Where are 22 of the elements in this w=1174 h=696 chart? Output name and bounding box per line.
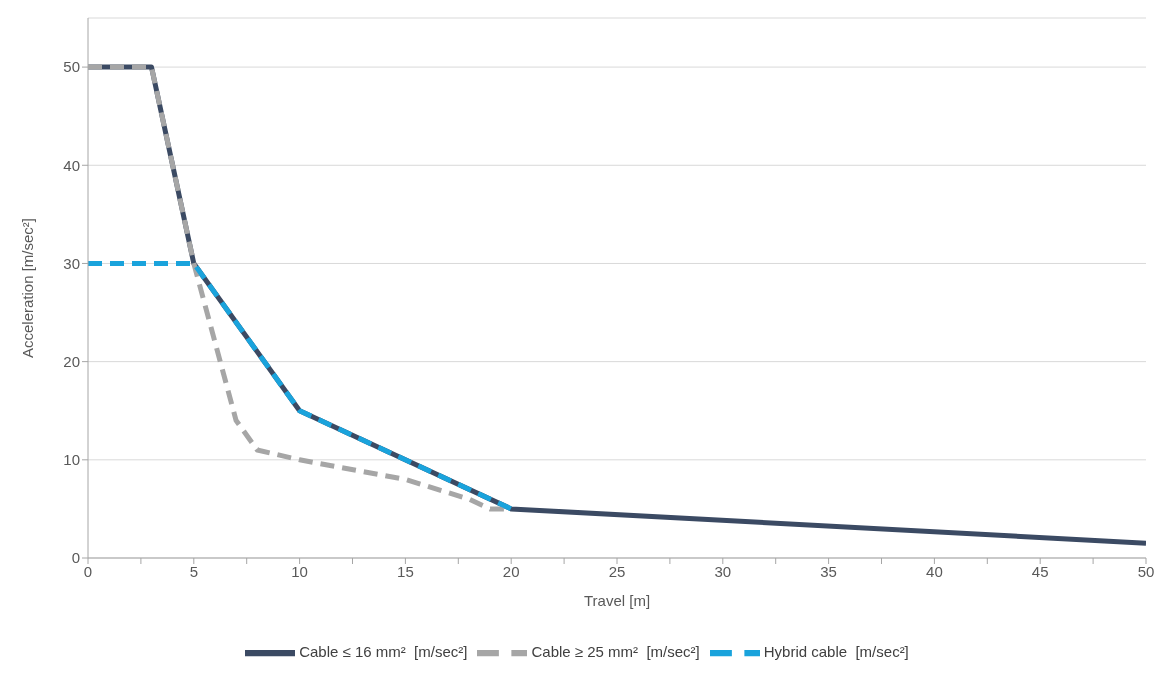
x-tick-label: 30 — [714, 562, 732, 580]
x-tick-label: 25 — [608, 562, 626, 580]
y-axis-title: Acceleration [m/sec²] — [19, 217, 37, 359]
x-tick-label: 5 — [189, 562, 198, 580]
y-tick-label: 0 — [71, 549, 80, 567]
legend-label: Hybrid cable [m/sec²] — [763, 642, 909, 660]
y-tick-label: 40 — [63, 156, 80, 174]
x-tick-label: 40 — [926, 562, 943, 580]
x-tick-label: 10 — [291, 562, 308, 580]
y-tick-label: 20 — [63, 352, 80, 370]
x-tick-label: 35 — [820, 562, 837, 580]
legend-label: Cable ≤ 16 mm² [m/sec²] — [299, 642, 468, 660]
x-axis-title: Travel [m] — [583, 592, 651, 609]
x-tick-label: 50 — [1137, 562, 1155, 580]
x-tick-label: 20 — [502, 562, 520, 580]
y-tick-label: 50 — [63, 58, 80, 76]
y-tick-label: 30 — [63, 254, 80, 272]
x-tick-label: 45 — [1031, 562, 1049, 580]
legend-label: Cable ≥ 25 mm² [m/sec²] — [531, 642, 700, 660]
x-tick-label: 0 — [83, 562, 93, 580]
x-tick-label: 15 — [397, 562, 414, 580]
y-tick-label: 10 — [63, 451, 80, 469]
